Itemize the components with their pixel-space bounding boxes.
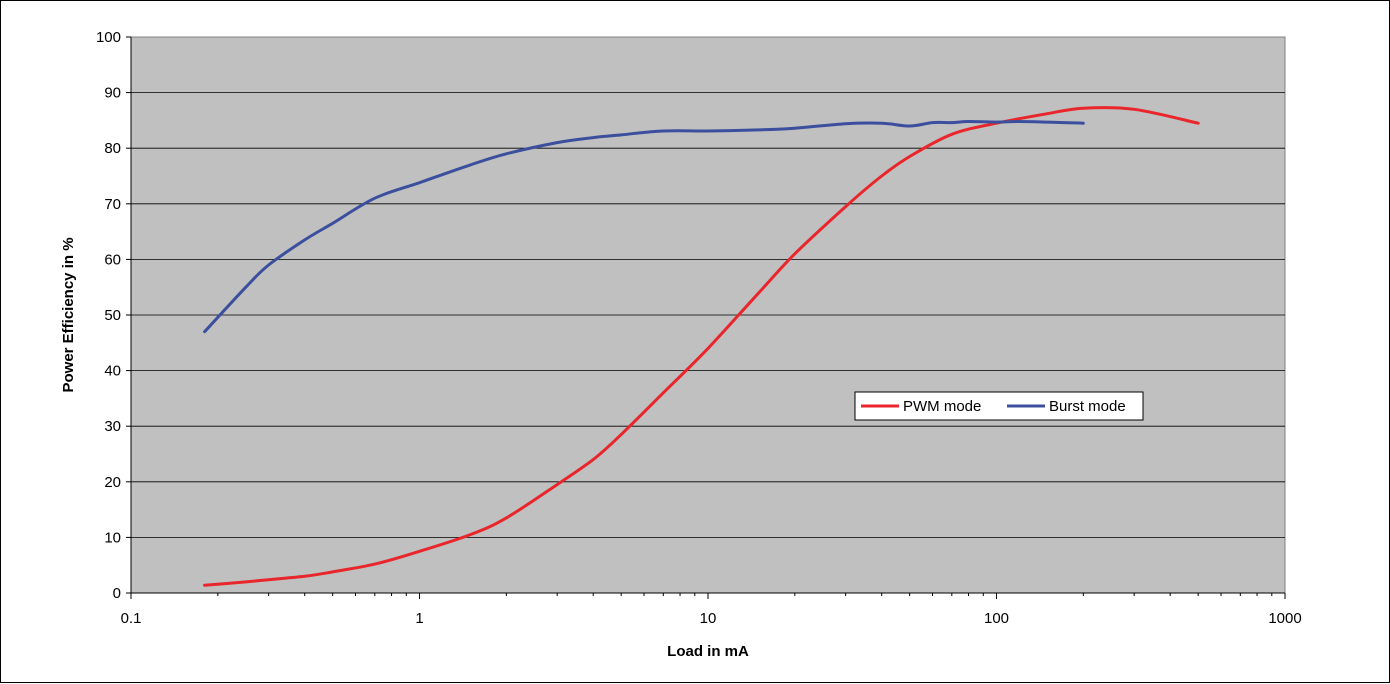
y-tick-label: 40 — [104, 363, 121, 380]
series-line-burst-mode — [203, 119, 1085, 334]
y-tick-label: 50 — [104, 307, 121, 324]
x-tick-label: 1 — [415, 610, 423, 627]
legend: PWM mode Burst mode — [854, 391, 1144, 421]
legend-label-burst-mode: Burst mode — [1049, 398, 1126, 415]
y-tick-label: 0 — [113, 585, 121, 602]
y-tick-label: 30 — [104, 418, 121, 435]
y-tick-label: 60 — [104, 251, 121, 268]
x-tick-label: 0.1 — [121, 610, 142, 627]
legend-label-pwm-mode: PWM mode — [903, 398, 981, 415]
y-tick-label: 90 — [104, 85, 121, 102]
y-axis-label: Power Efficiency in % — [60, 237, 77, 392]
x-tick-label: 100 — [984, 610, 1009, 627]
y-tick-label: 100 — [96, 29, 121, 46]
gridlines — [131, 92, 1285, 538]
x-tick-label: 1000 — [1268, 610, 1301, 627]
y-tick-label: 20 — [104, 474, 121, 491]
y-tick-label: 10 — [104, 529, 121, 546]
x-axis-label: Load in mA — [667, 643, 749, 660]
axes: 0 10 20 30 40 50 60 70 80 90 100 0.1 1 10 100 1000 — [96, 29, 1302, 627]
y-tick-label: 80 — [104, 140, 121, 157]
series-lines — [203, 106, 1200, 587]
x-tick-label: 10 — [700, 610, 717, 627]
y-tick-label: 70 — [104, 196, 121, 213]
legend-box — [854, 391, 1144, 421]
